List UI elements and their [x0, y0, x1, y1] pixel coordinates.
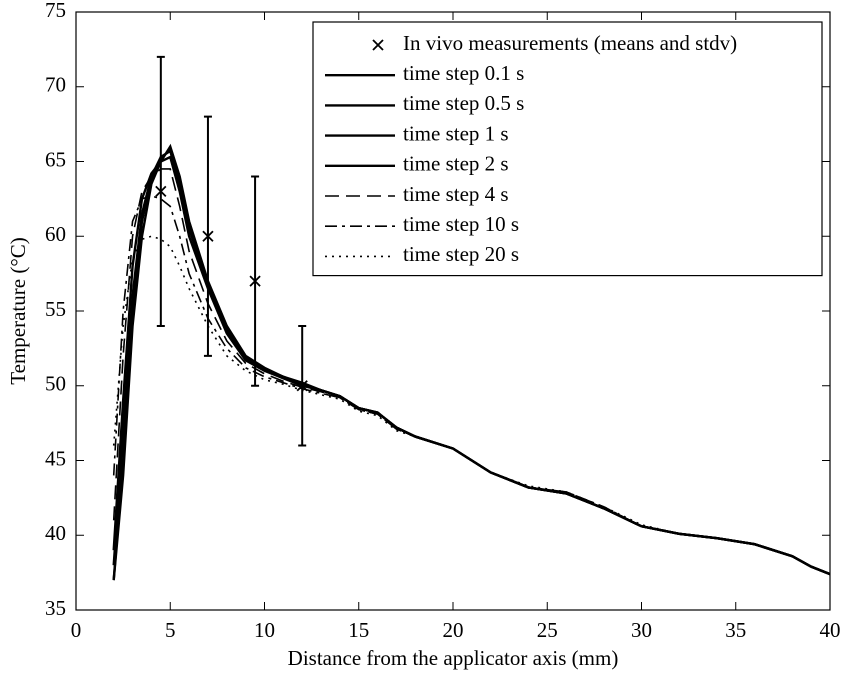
- x-tick-label: 10: [254, 618, 275, 642]
- y-tick-label: 40: [45, 521, 66, 545]
- series-line: [112, 195, 831, 575]
- y-tick-label: 45: [45, 446, 66, 470]
- legend-label: time step 4 s: [403, 182, 509, 206]
- x-tick-label: 0: [71, 618, 82, 642]
- legend-box: [312, 21, 823, 277]
- legend-label: time step 1 s: [403, 121, 509, 145]
- x-tick-label: 40: [820, 618, 841, 642]
- x-tick-label: 5: [165, 618, 176, 642]
- legend-label: time step 10 s: [403, 212, 519, 236]
- y-tick-label: 70: [45, 73, 66, 97]
- y-tick-label: 60: [45, 222, 66, 246]
- x-axis-label: Distance from the applicator axis (mm): [288, 646, 619, 670]
- y-tick-label: 55: [45, 297, 66, 321]
- y-tick-label: 65: [45, 147, 66, 171]
- data-marker: [155, 185, 167, 198]
- legend-label: time step 20 s: [403, 242, 519, 266]
- legend-label: time step 0.5 s: [403, 91, 524, 115]
- series-line: [112, 168, 831, 575]
- y-tick-label: 75: [45, 0, 66, 22]
- data-marker: [249, 275, 261, 287]
- y-tick-label: 50: [45, 372, 66, 396]
- y-axis-label: Temperature (°C): [6, 237, 30, 384]
- x-tick-label: 20: [443, 618, 464, 642]
- x-tick-label: 15: [348, 618, 369, 642]
- legend-label: time step 0.1 s: [403, 61, 524, 85]
- data-marker: [202, 230, 214, 242]
- legend-marker: [372, 39, 384, 51]
- y-tick-label: 35: [45, 596, 66, 620]
- legend-label: time step 2 s: [403, 152, 509, 176]
- x-tick-label: 35: [725, 618, 746, 642]
- legend-label: In vivo measurements (means and stdv): [403, 31, 737, 55]
- x-tick-label: 30: [631, 618, 652, 642]
- x-tick-label: 25: [537, 618, 558, 642]
